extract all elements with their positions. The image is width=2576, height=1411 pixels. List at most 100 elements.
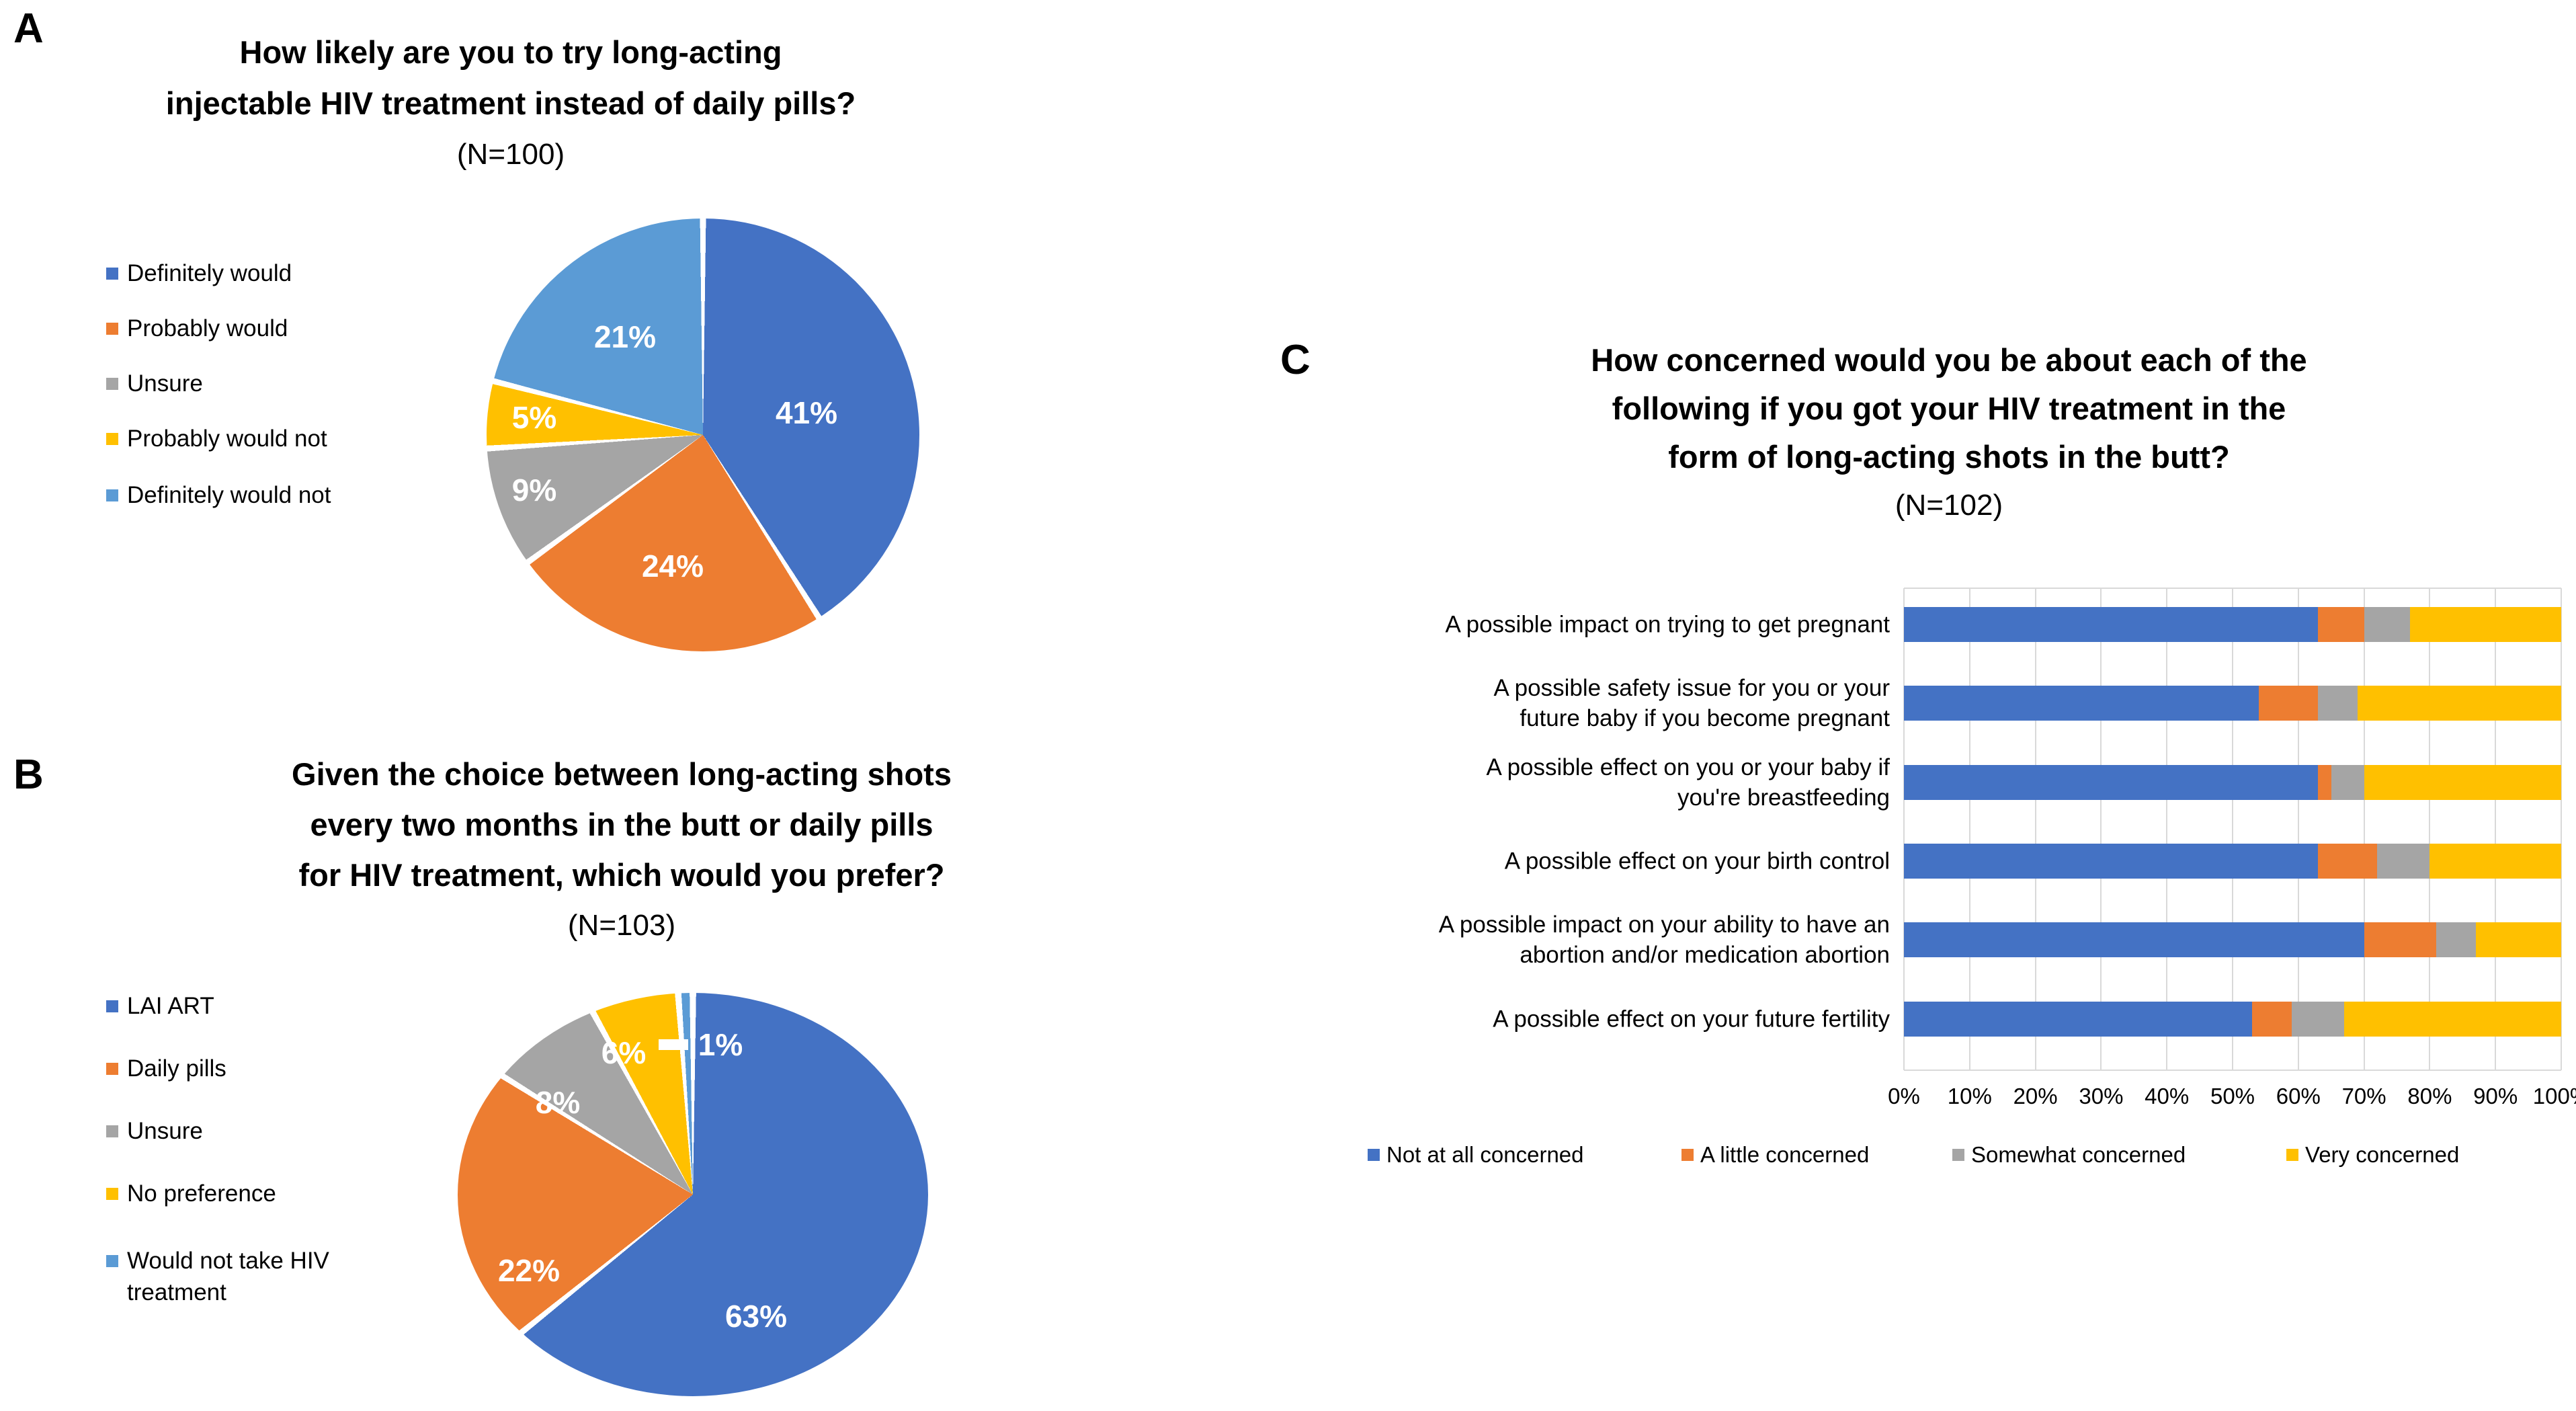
bar-segment-somewhat-concerned xyxy=(2436,922,2476,957)
legend-a-item: Definitely would xyxy=(106,257,292,289)
pie-b-data-label: 63% xyxy=(724,1299,788,1334)
x-axis-tick-label: 10% xyxy=(1947,1084,1992,1108)
pie-a-data-label: 9% xyxy=(511,473,557,508)
pie-a-data-label: 21% xyxy=(593,319,657,354)
bar-segment-not-at-all-concerned xyxy=(1904,686,2259,721)
stacked-bar-row xyxy=(1904,765,2561,800)
pie-b-data-label: 8% xyxy=(535,1085,581,1120)
bar-segment-very-concerned xyxy=(2475,922,2561,957)
legend-a-item: Definitely would not xyxy=(106,479,331,511)
bar-segment-somewhat-concerned xyxy=(2364,607,2411,642)
category-label: A possible impact on trying to get pregn… xyxy=(1285,610,1890,640)
stacked-bar-row xyxy=(1904,1002,2561,1037)
bar-segment-somewhat-concerned xyxy=(2377,844,2430,879)
panel-b-title-line: Given the choice between long-acting sho… xyxy=(292,756,952,792)
legend-item-label: LAI ART xyxy=(127,993,214,1019)
pie-a-data-label: 5% xyxy=(511,400,557,435)
legend-swatch-icon xyxy=(1368,1149,1380,1161)
category-label-line: abortion and/or medication abortion xyxy=(1520,942,1890,968)
plot-gridline xyxy=(2363,588,2365,1070)
category-label-line: A possible effect on your future fertili… xyxy=(1493,1006,1890,1033)
category-label-line: A possible impact on your ability to hav… xyxy=(1438,912,1890,938)
panel-b-n-label: (N=103) xyxy=(567,909,676,942)
legend-swatch-icon xyxy=(106,378,118,390)
category-label: A possible effect on you or your baby if… xyxy=(1285,752,1890,813)
legend-swatch-icon xyxy=(1952,1149,1964,1161)
legend-item-label: Probably would xyxy=(127,315,288,341)
legend-swatch-icon xyxy=(106,433,118,445)
legend-c-item: A little concerned xyxy=(1681,1142,1869,1168)
legend-b-item: Unsure xyxy=(106,1115,203,1147)
bar-segment-a-little-concerned xyxy=(2318,765,2331,800)
legend-swatch-icon xyxy=(106,1000,118,1012)
bar-segment-very-concerned xyxy=(2357,686,2561,721)
panel-c-title-line: following if you got your HIV treatment … xyxy=(1612,391,2286,426)
bar-segment-somewhat-concerned xyxy=(2292,1002,2345,1037)
legend-swatch-icon xyxy=(106,1125,118,1137)
panel-c-n-label: (N=102) xyxy=(1895,489,2003,522)
legend-b-item: Daily pills xyxy=(106,1053,226,1084)
legend-c-item: Not at all concerned xyxy=(1368,1142,1584,1168)
panel-c-letter: C xyxy=(1280,337,1311,383)
legend-swatch-icon xyxy=(106,323,118,335)
x-axis-tick-label: 80% xyxy=(2407,1084,2452,1108)
legend-swatch-icon xyxy=(106,1063,118,1075)
legend-item-label: No preference xyxy=(127,1180,276,1207)
panel-a-title: How likely are you to try long-acting in… xyxy=(108,27,914,180)
category-label-line: you're breastfeeding xyxy=(1677,784,1890,811)
bar-segment-very-concerned xyxy=(2429,844,2561,879)
plot-gridline xyxy=(2166,588,2168,1070)
bar-segment-somewhat-concerned xyxy=(2331,765,2364,800)
pie-a-data-label: 24% xyxy=(641,549,704,583)
legend-item-label: Unsure xyxy=(127,370,203,397)
panel-c-title-line: How concerned would you be about each of… xyxy=(1591,342,2307,378)
legend-swatch-icon xyxy=(1681,1149,1694,1161)
legend-item-label: Somewhat concerned xyxy=(1971,1142,2186,1167)
bar-segment-a-little-concerned xyxy=(2364,922,2437,957)
stacked-bar-row xyxy=(1904,686,2561,721)
panel-b-title-line: for HIV treatment, which would you prefe… xyxy=(298,857,945,893)
x-axis-tick-label: 70% xyxy=(2341,1084,2386,1108)
category-label: A possible effect on your future fertili… xyxy=(1285,1004,1890,1035)
legend-item-label: A little concerned xyxy=(1700,1142,1870,1167)
legend-item-label: Not at all concerned xyxy=(1386,1142,1584,1167)
legend-swatch-icon xyxy=(106,268,118,280)
bar-segment-not-at-all-concerned xyxy=(1904,844,2319,879)
category-label-line: A possible safety issue for you or your xyxy=(1493,675,1890,701)
x-axis-tick-label: 90% xyxy=(2473,1084,2518,1108)
pie-chart-a xyxy=(487,218,919,651)
legend-swatch-icon xyxy=(106,1255,118,1267)
stacked-bar-row xyxy=(1904,607,2561,642)
plot-gridline xyxy=(1903,588,1905,1070)
legend-item-label: Probably would not xyxy=(127,426,327,452)
x-axis-tick-label: 60% xyxy=(2276,1084,2321,1108)
bar-segment-a-little-concerned xyxy=(2318,607,2364,642)
plot-gridline xyxy=(2429,588,2431,1070)
legend-b-item: No preference xyxy=(106,1178,276,1209)
panel-a-title-line: How likely are you to try long-acting xyxy=(239,34,782,70)
legend-swatch-icon xyxy=(106,1188,118,1200)
bar-segment-not-at-all-concerned xyxy=(1904,607,2319,642)
panel-c-title: How concerned would you be about each of… xyxy=(1465,336,2433,530)
pie-b-callout-line xyxy=(659,1039,688,1050)
plot-gridline xyxy=(2034,588,2036,1070)
bar-segment-very-concerned xyxy=(2410,607,2561,642)
category-label-line: A possible effect on you or your baby if xyxy=(1486,754,1890,780)
pie-b-data-label: 6% xyxy=(601,1035,647,1070)
x-axis-tick-label: 40% xyxy=(2145,1084,2190,1108)
stacked-bar-row xyxy=(1904,844,2561,879)
bar-segment-not-at-all-concerned xyxy=(1904,1002,2253,1037)
legend-b-item: LAI ART xyxy=(106,990,214,1022)
bar-segment-somewhat-concerned xyxy=(2318,686,2358,721)
legend-a-item: Probably would not xyxy=(106,423,327,454)
legend-swatch-icon xyxy=(106,489,118,501)
category-label: A possible impact on your ability to hav… xyxy=(1285,910,1890,970)
plot-gridline xyxy=(2232,588,2233,1070)
legend-item-label: Definitely would not xyxy=(127,482,331,508)
legend-a-item: Probably would xyxy=(106,313,288,344)
pie-b-data-label: 1% xyxy=(698,1027,743,1062)
plot-border-top xyxy=(1904,588,2561,589)
panel-a-title-line: injectable HIV treatment instead of dail… xyxy=(165,85,856,121)
x-axis-tick-label: 0% xyxy=(1888,1084,1920,1108)
